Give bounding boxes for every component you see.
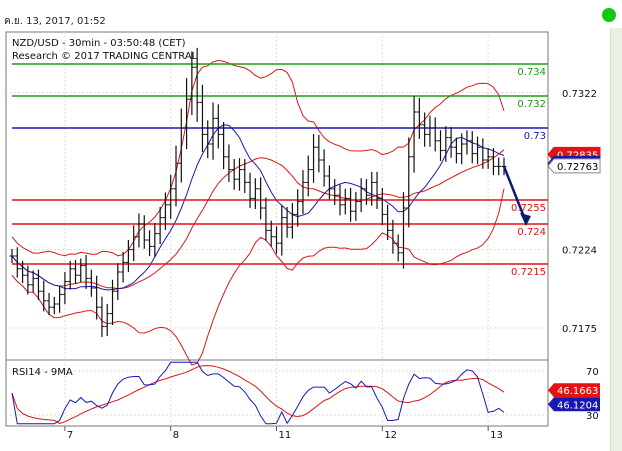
rsi-tick-label: 70: [586, 367, 599, 378]
chart-title: NZD/USD - 30min - 03:50:48 (CET): [12, 38, 186, 49]
rsi-line: [11, 361, 505, 425]
time-tick-label: 7: [67, 430, 73, 441]
price-tag-label: 0.72763: [557, 162, 598, 173]
rsi-tick-label: 30: [586, 411, 599, 422]
price-tag-box: [547, 158, 601, 174]
rsi-tag-label: 46.1204: [557, 400, 598, 411]
time-tick-label: 13: [490, 430, 503, 441]
bollinger-upper-band: [11, 59, 505, 257]
moving-average-line: [11, 124, 505, 291]
rsi-ma-line: [11, 365, 505, 424]
price-tick-label: 0.7322: [562, 89, 597, 100]
bollinger-lower-band: [11, 188, 505, 366]
time-tick-label: 12: [384, 430, 397, 441]
bollinger-middle-band: [11, 149, 505, 290]
forecast-arrow-head: [520, 213, 531, 226]
time-axis: 7 8 11 12 13: [64, 426, 503, 441]
chart-subtitle: Research © 2017 TRADING CENTRAL: [12, 51, 198, 62]
rsi-tag-box: [548, 383, 600, 398]
moving-average: [11, 124, 505, 291]
price-levels: 0.734 0.732 0.73 0.7255 0.724 0.7215: [12, 63, 548, 278]
price-tick-label: 0.7175: [562, 324, 597, 335]
price-tick-label: 0.7224: [562, 246, 597, 257]
time-tick-label: 11: [279, 430, 292, 441]
rsi-tag-label: 46.1663: [557, 386, 598, 397]
status-dot-icon: [602, 8, 616, 22]
level-label: 0.732: [517, 99, 546, 110]
bollinger-bands: [11, 59, 505, 366]
level-label: 0.724: [517, 227, 546, 238]
rsi-tag-box: [548, 397, 600, 412]
price-bars: [9, 47, 507, 337]
forecast-arrow: [502, 165, 531, 226]
level-label: 0.7255: [511, 203, 546, 214]
price-tag-label: 0.72835: [557, 150, 598, 161]
level-label: 0.7215: [511, 267, 546, 278]
page-edge-strip: [610, 28, 622, 451]
time-tick-label: 8: [173, 430, 179, 441]
level-label: 0.73: [524, 131, 546, 142]
price-axis: 0.7322 0.7224 0.7175: [562, 89, 597, 335]
level-label: 0.734: [517, 67, 546, 78]
rsi-panel: 70 30 46.1663 46.1204: [6, 361, 600, 425]
rsi-title: RSI14 - 9MA: [12, 367, 73, 378]
date-stamp: ค.ย. 13, 2017, 01:52: [4, 16, 106, 27]
top-bar: ค.ย. 13, 2017, 01:52: [0, 0, 622, 28]
forecast-arrow-line: [502, 165, 528, 223]
